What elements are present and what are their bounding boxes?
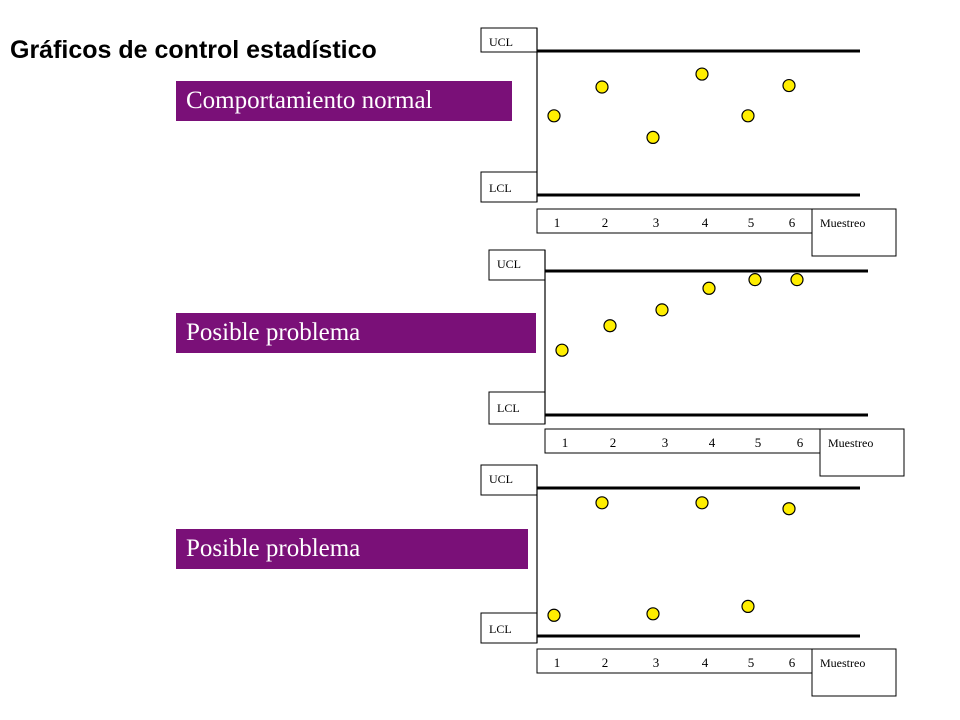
chart-3-data-point (741, 599, 755, 614)
chart-2-tick-label: 3 (662, 435, 669, 450)
chart-2-data-point (555, 343, 569, 357)
chart-2-ucl-label: UCL (497, 257, 521, 271)
chart-2-data-point (655, 303, 669, 317)
chart-3-lcl-label: LCL (489, 622, 512, 636)
chart-2-data-point (748, 273, 762, 287)
page-title: Gráficos de control estadístico (10, 36, 377, 64)
chart-3-data-point (547, 608, 561, 622)
chart-1-data-point (595, 80, 609, 94)
chart-3-tick-label: 2 (602, 655, 609, 670)
chart-2-x-axis-box (544, 428, 821, 454)
chart-1-tick-label: 3 (653, 215, 660, 230)
chart-1-tick-label: 1 (554, 215, 561, 230)
chart-2-ucl-label-box (488, 249, 546, 281)
chart-3-data-point (695, 496, 709, 510)
chart-1-data-point (547, 109, 561, 123)
chart-3-tick-label: 5 (748, 655, 755, 670)
chart-1-tick-label: 4 (702, 215, 709, 230)
chart-3-ucl-label: UCL (489, 472, 513, 486)
chart-1-tick-label: 2 (602, 215, 609, 230)
chart-1-axis-label-box (811, 208, 897, 257)
chart-3-data-point (646, 607, 660, 621)
chart-1-data-point (782, 78, 796, 93)
chart-2-banner: Posible problema (176, 313, 536, 353)
chart-1-tick-label: 5 (748, 215, 755, 230)
chart-3-banner: Posible problema (176, 529, 528, 569)
chart-1-data-point (741, 109, 755, 123)
chart-3-axis-label-box (811, 648, 897, 697)
chart-3-lcl-label-box (480, 612, 538, 644)
chart-2-tick-label: 2 (610, 435, 617, 450)
chart-2-tick-label: 4 (709, 435, 716, 450)
chart-2-tick-label: 5 (755, 435, 762, 450)
chart-1-axis-label: Muestreo (820, 216, 865, 230)
chart-3-axis-label: Muestreo (820, 656, 865, 670)
chart-2-data-point (790, 273, 804, 287)
chart-1-ucl-label: UCL (489, 35, 513, 49)
chart-2-tick-label: 6 (797, 435, 804, 450)
chart-2-data-point (603, 319, 617, 333)
chart-1-data-point (695, 67, 709, 81)
chart-2-data-point (702, 281, 716, 295)
chart-1-data-point (646, 130, 660, 144)
chart-2-axis-label-box (819, 428, 905, 477)
chart-3-data-point (595, 496, 609, 510)
chart-1-banner: Comportamiento normal (176, 81, 512, 121)
chart-1-lcl-label: LCL (489, 181, 512, 195)
chart-1-x-axis-box (536, 208, 813, 234)
chart-2-lcl-label: LCL (497, 401, 520, 415)
chart-3-tick-label: 3 (653, 655, 660, 670)
chart-3-ucl-label-box (480, 464, 538, 496)
chart-3-tick-label: 6 (789, 655, 796, 670)
chart-2-axis-label: Muestreo (828, 436, 873, 450)
chart-3-data-point (782, 502, 796, 516)
chart-3-tick-label: 4 (702, 655, 709, 670)
chart-3-tick-label: 1 (554, 655, 561, 670)
chart-3-x-axis-box (536, 648, 813, 674)
chart-1-tick-label: 6 (789, 215, 796, 230)
chart-2-tick-label: 1 (562, 435, 569, 450)
